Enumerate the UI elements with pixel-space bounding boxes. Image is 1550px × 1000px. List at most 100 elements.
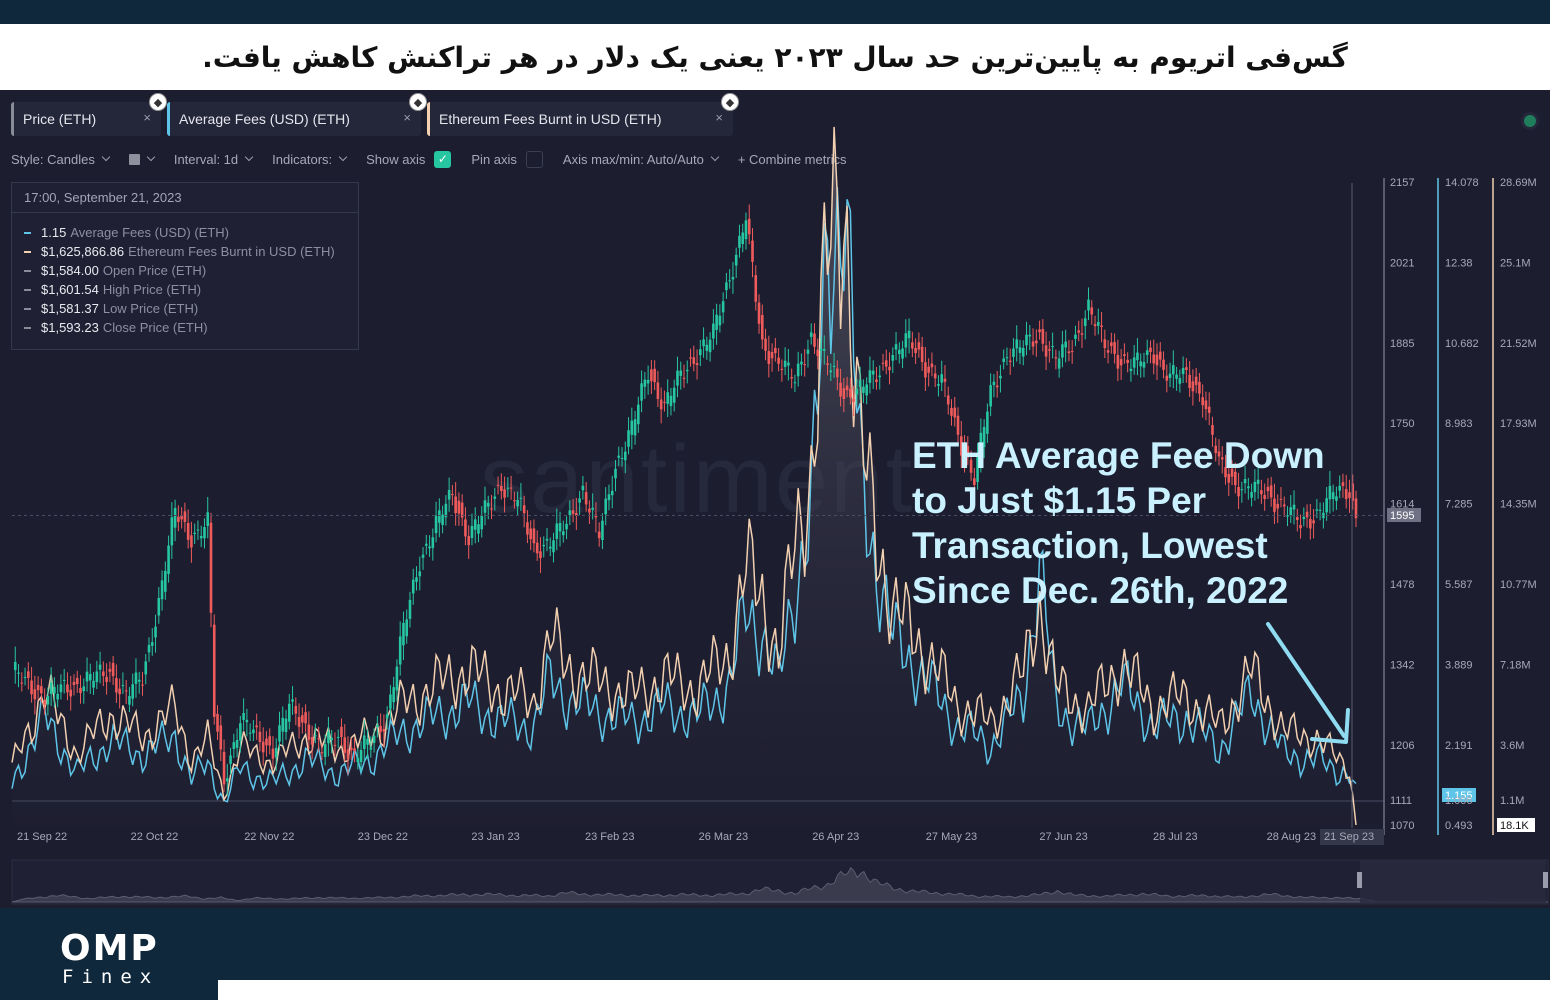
candle-body [447, 490, 451, 500]
brand-subtitle: Finex [62, 966, 160, 988]
close-icon[interactable]: × [143, 110, 151, 125]
candle-body [1230, 468, 1234, 477]
candle-body [1172, 365, 1175, 375]
candle-body [506, 487, 510, 489]
current-value-label: 1.155 [1445, 790, 1473, 802]
tooltip-label: Open Price (ETH) [102, 263, 207, 278]
candle-body [281, 717, 285, 732]
tab-fees-burnt[interactable]: Ethereum Fees Burnt in USD (ETH) × ◆ [427, 93, 739, 136]
y-tick-label: 2.191 [1445, 740, 1473, 752]
candle-body [30, 680, 33, 695]
ethereum-icon: ◆ [721, 93, 739, 111]
indicators-select[interactable]: Indicators: [272, 152, 348, 167]
candle-body [20, 682, 24, 684]
color-select[interactable] [128, 152, 156, 165]
candle-body [23, 676, 27, 678]
candle-body [310, 737, 314, 745]
show-axis-toggle[interactable]: Show axis ✓ [366, 150, 452, 168]
candle-body [790, 377, 793, 379]
tooltip-label: Ethereum Fees Burnt in USD (ETH) [128, 244, 335, 259]
candle-body [258, 731, 262, 742]
tab-average-fees[interactable]: Average Fees (USD) (ETH) × ◆ [167, 93, 427, 136]
candle-body [695, 363, 699, 366]
current-value-label: 18.1K [1500, 820, 1529, 832]
arrow-head-icon [1310, 708, 1350, 744]
candle-body [1309, 518, 1312, 529]
candle-body [451, 494, 454, 496]
axis-maxmin-select[interactable]: Axis max/min: Auto/Auto [563, 152, 720, 167]
candle-body [336, 736, 340, 738]
candle-body [822, 349, 826, 351]
candle-body [111, 663, 115, 677]
tab-price[interactable]: Price (ETH) × ◆ [11, 93, 167, 136]
candle-body [206, 512, 210, 526]
candle-body [444, 503, 448, 518]
interval-select[interactable]: Interval: 1d [174, 152, 254, 167]
candle-body [1028, 334, 1032, 337]
header-bar: گس‌فی اتریوم به پایین‌ترین حد سال ۲۰۲۳ ی… [0, 24, 1550, 90]
candle-body [627, 430, 630, 447]
candle-body [353, 748, 356, 752]
baseline-value-label: 1111 [1390, 795, 1412, 807]
candle-body [509, 487, 513, 489]
candle-body [1051, 345, 1054, 347]
candle-body [959, 436, 963, 456]
current-value-badge [1497, 818, 1535, 832]
candle-body [1331, 492, 1335, 500]
candle-body [500, 485, 503, 492]
candle-body [930, 363, 934, 368]
candle-body [1217, 451, 1221, 457]
candle-body [888, 366, 891, 371]
candle-body [144, 661, 148, 675]
candle-body [943, 378, 947, 382]
candle-body [1233, 471, 1237, 486]
chart-canvas[interactable]: 2157 2021 1885 1750 1614 1478 1342 1206 1070 1595… [0, 90, 1550, 908]
candle-body [261, 741, 265, 753]
candle-body [1041, 328, 1045, 344]
checkbox[interactable] [525, 150, 543, 168]
candle-body [796, 363, 800, 377]
combine-metrics-button[interactable]: + Combine metrics [737, 151, 847, 167]
candle-body [532, 528, 536, 544]
candle-body [659, 399, 663, 410]
fees-burnt-line [11, 126, 1357, 825]
close-icon[interactable]: × [715, 110, 723, 125]
candle-body [829, 370, 833, 373]
candle-body [571, 510, 575, 515]
tooltip-row: $1,593.23 Close Price (ETH) [24, 318, 358, 337]
overview-selection [1360, 860, 1546, 904]
candle-body [522, 505, 526, 514]
candle-body [493, 496, 497, 499]
checkmark-icon[interactable]: ✓ [434, 150, 452, 168]
candle-body [1158, 351, 1162, 360]
candle-body [966, 446, 970, 458]
candle-body [1325, 498, 1328, 513]
x-tick-label: 28 Aug 23 [1267, 831, 1317, 843]
candle-body [297, 716, 301, 727]
candle-body [245, 719, 249, 723]
candle-body [643, 379, 647, 387]
candle-body [160, 580, 164, 600]
close-icon[interactable]: × [403, 110, 411, 125]
candle-body [1178, 378, 1182, 384]
candle-body [1181, 368, 1185, 375]
y-tick-label: 5.587 [1445, 579, 1473, 591]
pin-axis-toggle[interactable]: Pin axis [471, 150, 543, 168]
candle-body [917, 342, 921, 350]
candle-body [1103, 339, 1107, 349]
candle-body [1018, 347, 1022, 353]
candle-body [881, 362, 885, 364]
candle-body [177, 516, 180, 523]
candle-body [610, 490, 614, 496]
candle-body [878, 375, 882, 378]
candle-body [82, 686, 86, 692]
candle-body [408, 599, 412, 619]
candle-body [1152, 354, 1156, 364]
candle-body [320, 752, 324, 754]
candle-body [1002, 358, 1005, 362]
candle-body [774, 347, 777, 354]
candle-body [1256, 479, 1260, 484]
style-select[interactable]: Style: Candles [11, 152, 111, 167]
candle-body [1100, 325, 1103, 327]
candle-body [858, 380, 862, 388]
